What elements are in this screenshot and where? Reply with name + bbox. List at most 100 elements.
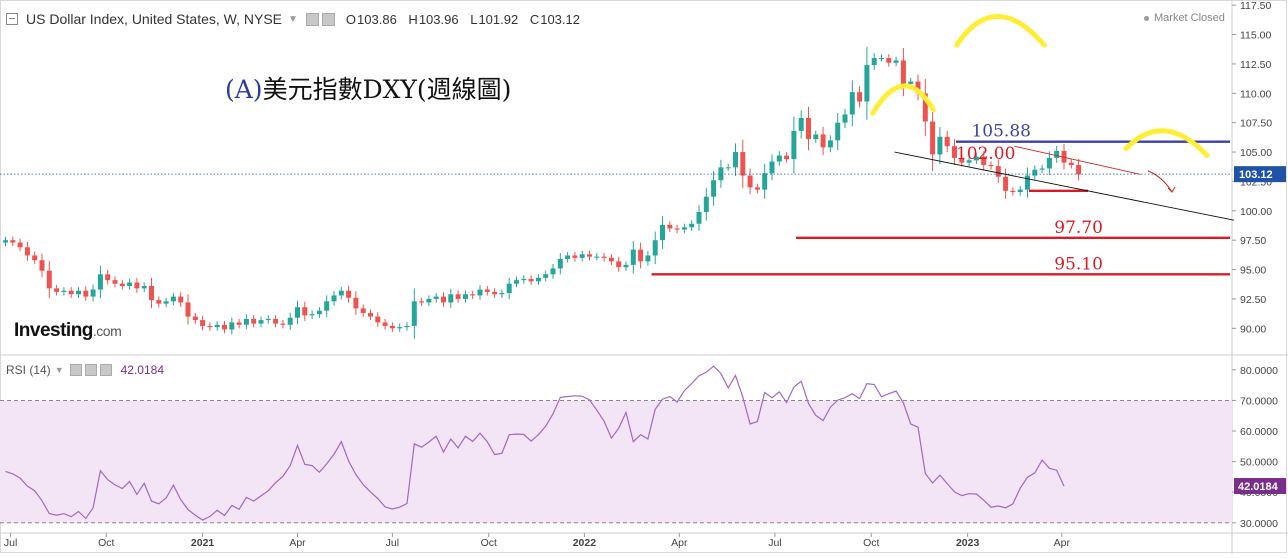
candle-body [674,228,680,230]
candle-body [879,58,884,60]
price-tick-label: 110.00 [1240,88,1271,100]
candle-body [550,268,556,275]
candle-body [492,291,498,295]
candle-body [864,65,870,102]
candle-body [601,256,607,258]
open-key: O [345,11,357,27]
level-label: 105.88 [971,122,1030,142]
trend-line [894,151,1235,221]
candle-body [273,318,279,324]
open-value: 103.86 [357,11,397,27]
candle-body [375,316,381,323]
candle-body [557,258,563,269]
candle-body [1054,150,1060,158]
candle-body [681,227,687,230]
candle-body [134,282,140,289]
candle-body [127,282,133,287]
candle-body [54,288,60,292]
candle-body [448,294,454,303]
candle-body [959,157,965,163]
candle-body [988,164,994,167]
candle-body [630,249,636,265]
candle-body [258,320,264,324]
market-status-text: Market Closed [1154,12,1225,24]
candle-body [798,117,804,131]
candle-body [404,325,410,328]
candle-body [973,156,979,161]
logo-brand: Investing [14,320,93,341]
current-price-label: 103.12 [1239,169,1273,181]
candle-body [842,114,848,123]
rsi-name: RSI (14) [6,363,51,377]
level-label-102: 102.00 [956,144,1015,164]
candle-body [200,320,206,326]
time-tick-label: Apr [289,537,306,549]
candle-body [623,264,629,268]
candle-body [46,270,52,289]
candle-body [857,92,863,102]
candle-body [543,274,549,278]
time-tick-label: Jul [4,537,17,549]
candle-body [185,302,191,317]
candle-body [441,296,446,303]
rsi-chevron-down-icon[interactable]: ▼ [54,365,64,375]
price-tick-label: 97.50 [1240,235,1266,247]
candle-body [579,254,585,258]
candle-body [178,296,184,303]
candle-body [827,140,833,148]
candle-body [470,294,476,296]
candle-body [170,296,176,302]
candle-body [645,255,651,262]
candle-body [316,310,322,315]
rsi-header: RSI (14) ▼ 42.0184 [6,363,164,377]
candle-body [952,146,957,158]
candle-body [426,298,432,303]
rsi-close-icon[interactable] [99,364,112,376]
ohlc-values: O103.86 H103.96 L101.92 C103.12 [346,12,588,27]
candle-body [740,152,746,176]
candle-body [68,290,74,295]
chart-header: US Dollar Index, United States, W, NYSE … [0,8,588,30]
time-tick-label: Apr [1054,537,1071,549]
candle-body [149,286,154,301]
time-tick-label: 2023 [956,537,980,549]
candle-body [937,136,943,155]
eye-icon[interactable] [305,12,319,26]
candle-body [528,278,534,282]
candle-body [433,296,439,299]
candle-body [762,173,768,190]
candle-body [90,289,96,297]
candle-body [908,81,914,84]
candle-body [331,295,337,302]
candle-body [222,324,227,330]
candle-body [893,60,899,63]
candle-body [112,280,118,284]
price-tick-label: 115.00 [1240,30,1271,42]
rsi-tick-label: 80.0000 [1240,365,1278,377]
chevron-down-icon[interactable]: ▼ [288,13,298,25]
candle-body [718,167,724,181]
red-trend-line [1014,145,1141,175]
candle-body [280,323,286,325]
candle-body [214,324,220,328]
candle-body [353,297,359,309]
rsi-gear-icon[interactable] [84,364,97,376]
candle-body [849,92,855,115]
rsi-eye-icon[interactable] [69,364,82,376]
candle-body [97,274,103,290]
collapse-icon[interactable] [6,13,18,25]
candle-body [784,155,790,160]
candle-body [915,81,921,94]
gear-icon[interactable] [321,12,335,26]
price-tick-label: 100.00 [1240,206,1272,218]
time-tick-label: Oct [863,537,879,549]
candle-body [192,316,198,321]
high-value: 103.96 [418,11,459,27]
time-tick-label: Oct [481,537,497,549]
candle-body [302,307,308,316]
candle-body [39,260,45,271]
candle-body [477,289,483,296]
time-tick-label: 2021 [191,537,215,549]
